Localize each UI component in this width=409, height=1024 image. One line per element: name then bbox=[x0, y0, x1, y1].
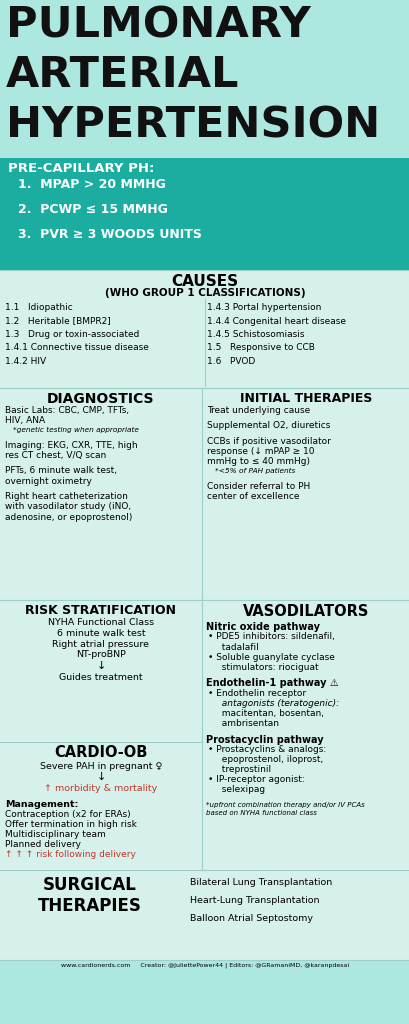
Text: PRE-CAPILLARY PH:: PRE-CAPILLARY PH: bbox=[8, 162, 154, 175]
Text: *<5% of PAH patients: *<5% of PAH patients bbox=[214, 468, 294, 474]
Text: • Endothelin receptor: • Endothelin receptor bbox=[207, 689, 306, 698]
Text: 1.4.5 Schistosomiasis: 1.4.5 Schistosomiasis bbox=[207, 330, 304, 339]
Text: tadalafil: tadalafil bbox=[216, 642, 258, 651]
Text: selexipag: selexipag bbox=[216, 785, 265, 795]
Bar bbox=[0, 870, 409, 961]
Text: 1.3   Drug or toxin-associated: 1.3 Drug or toxin-associated bbox=[5, 330, 139, 339]
Text: VASODILATORS: VASODILATORS bbox=[242, 604, 368, 618]
Text: Guides treatment: Guides treatment bbox=[59, 673, 142, 682]
Text: 3.  PVR ≥ 3 WOODS UNITS: 3. PVR ≥ 3 WOODS UNITS bbox=[18, 228, 201, 241]
Text: *upfront combination therapy and/or IV PCAs: *upfront combination therapy and/or IV P… bbox=[205, 802, 364, 808]
Bar bbox=[202, 600, 409, 870]
Text: HYPERTENSION: HYPERTENSION bbox=[6, 104, 379, 146]
Text: stimulators: riociguat: stimulators: riociguat bbox=[216, 663, 318, 672]
Text: RISK STRATIFICATION: RISK STRATIFICATION bbox=[25, 604, 176, 617]
Text: Endothelin-1 pathway ⚠️: Endothelin-1 pathway ⚠️ bbox=[205, 679, 338, 688]
Text: • Prostacyclins & analogs:: • Prostacyclins & analogs: bbox=[207, 745, 326, 755]
Text: ↓: ↓ bbox=[96, 772, 106, 782]
Text: Severe PAH in pregnant ♀: Severe PAH in pregnant ♀ bbox=[40, 762, 162, 771]
Text: PFTs, 6 minute walk test,: PFTs, 6 minute walk test, bbox=[5, 466, 117, 475]
Text: ambrisentan: ambrisentan bbox=[216, 719, 278, 728]
Text: • Soluble guanylate cyclase: • Soluble guanylate cyclase bbox=[207, 652, 334, 662]
Bar bbox=[0, 600, 202, 870]
Text: 1.2   Heritable [BMPR2]: 1.2 Heritable [BMPR2] bbox=[5, 316, 110, 326]
Text: • PDE5 inhibitors: sildenafil,: • PDE5 inhibitors: sildenafil, bbox=[207, 633, 334, 641]
Text: Offer termination in high risk: Offer termination in high risk bbox=[5, 820, 137, 829]
Bar bbox=[202, 388, 409, 600]
Text: www.cardionerds.com     Creator: @JuliettePower44 | Editors: @GRamaniMD, @karanp: www.cardionerds.com Creator: @JuliettePo… bbox=[61, 963, 348, 969]
Text: Consider referral to PH: Consider referral to PH bbox=[207, 481, 310, 490]
Text: CCBs if positive vasodilator: CCBs if positive vasodilator bbox=[207, 436, 330, 445]
Text: 1.4.2 HIV: 1.4.2 HIV bbox=[5, 357, 46, 366]
Text: CARDIO-OB: CARDIO-OB bbox=[54, 745, 147, 760]
Text: 1.  MPAP > 20 MMHG: 1. MPAP > 20 MMHG bbox=[18, 178, 166, 191]
Text: 1.5   Responsive to CCB: 1.5 Responsive to CCB bbox=[207, 343, 314, 352]
Text: HIV, ANA: HIV, ANA bbox=[5, 417, 45, 425]
Text: Balloon Atrial Septostomy: Balloon Atrial Septostomy bbox=[189, 914, 312, 923]
Text: Right atrial pressure: Right atrial pressure bbox=[52, 640, 149, 648]
Text: Imaging: EKG, CXR, TTE, high: Imaging: EKG, CXR, TTE, high bbox=[5, 440, 137, 450]
Text: epoprostenol, iloprost,: epoprostenol, iloprost, bbox=[216, 756, 322, 765]
Text: macitentan, bosentan,: macitentan, bosentan, bbox=[216, 709, 323, 718]
Text: Supplemental O2, diuretics: Supplemental O2, diuretics bbox=[207, 421, 330, 430]
Text: 1.4.1 Connective tissue disease: 1.4.1 Connective tissue disease bbox=[5, 343, 148, 352]
Text: based on NYHA functional class: based on NYHA functional class bbox=[205, 810, 316, 816]
Text: ARTERIAL: ARTERIAL bbox=[6, 54, 239, 96]
Text: DIAGNOSTICS: DIAGNOSTICS bbox=[47, 392, 154, 406]
Text: NYHA Functional Class: NYHA Functional Class bbox=[48, 618, 154, 627]
Text: Planned delivery: Planned delivery bbox=[5, 841, 81, 849]
Text: SURGICAL
THERAPIES: SURGICAL THERAPIES bbox=[38, 876, 142, 914]
Text: overnight oximetry: overnight oximetry bbox=[5, 476, 92, 485]
Text: • IP-receptor agonist:: • IP-receptor agonist: bbox=[207, 775, 304, 784]
Text: Contraception (x2 for ERAs): Contraception (x2 for ERAs) bbox=[5, 810, 130, 819]
Text: 2.  PCWP ≤ 15 MMHG: 2. PCWP ≤ 15 MMHG bbox=[18, 203, 167, 216]
Text: mmHg to ≤ 40 mmHg): mmHg to ≤ 40 mmHg) bbox=[207, 457, 309, 466]
Text: adenosine, or epoprostenol): adenosine, or epoprostenol) bbox=[5, 512, 132, 521]
Text: antagonists (teratogenic):: antagonists (teratogenic): bbox=[216, 699, 338, 708]
Text: with vasodilator study (iNO,: with vasodilator study (iNO, bbox=[5, 502, 131, 511]
Text: Right heart catheterization: Right heart catheterization bbox=[5, 492, 128, 501]
Bar bbox=[0, 388, 202, 600]
Text: 1.4.3 Portal hypertension: 1.4.3 Portal hypertension bbox=[207, 303, 321, 312]
Text: Management:: Management: bbox=[5, 800, 78, 809]
Text: *genetic testing when appropriate: *genetic testing when appropriate bbox=[13, 427, 139, 433]
Bar bbox=[0, 742, 202, 870]
Text: 1.4.4 Congenital heart disease: 1.4.4 Congenital heart disease bbox=[207, 316, 345, 326]
Text: Prostacyclin pathway: Prostacyclin pathway bbox=[205, 735, 323, 745]
Text: ↓: ↓ bbox=[96, 662, 106, 671]
Text: (WHO GROUP 1 CLASSIFICATIONS): (WHO GROUP 1 CLASSIFICATIONS) bbox=[104, 288, 305, 298]
Text: Bilateral Lung Transplantation: Bilateral Lung Transplantation bbox=[189, 878, 331, 887]
Text: Multidisciplinary team: Multidisciplinary team bbox=[5, 830, 106, 840]
Bar bbox=[0, 961, 409, 1024]
Text: Heart-Lung Transplantation: Heart-Lung Transplantation bbox=[189, 896, 319, 905]
Text: 1.1   Idiopathic: 1.1 Idiopathic bbox=[5, 303, 72, 312]
Text: res CT chest, V/Q scan: res CT chest, V/Q scan bbox=[5, 451, 106, 460]
Text: Nitric oxide pathway: Nitric oxide pathway bbox=[205, 622, 319, 632]
Text: NT-proBNP: NT-proBNP bbox=[76, 650, 126, 659]
Text: Treat underlying cause: Treat underlying cause bbox=[207, 406, 310, 415]
Text: response (↓ mPAP ≥ 10: response (↓ mPAP ≥ 10 bbox=[207, 446, 314, 456]
Text: center of excellence: center of excellence bbox=[207, 492, 299, 501]
Text: 6 minute walk test: 6 minute walk test bbox=[56, 629, 145, 638]
Text: ↑ morbidity & mortality: ↑ morbidity & mortality bbox=[44, 783, 157, 793]
Text: Basic Labs: CBC, CMP, TFTs,: Basic Labs: CBC, CMP, TFTs, bbox=[5, 406, 129, 415]
Bar bbox=[0, 158, 409, 270]
Text: ↑ ↑ ↑ risk following delivery: ↑ ↑ ↑ risk following delivery bbox=[5, 850, 135, 859]
Bar bbox=[0, 0, 409, 158]
Text: 1.6   PVOD: 1.6 PVOD bbox=[207, 357, 255, 366]
Bar bbox=[0, 270, 409, 388]
Text: CAUSES: CAUSES bbox=[171, 274, 238, 289]
Text: treprostinil: treprostinil bbox=[216, 766, 270, 774]
Text: INITIAL THERAPIES: INITIAL THERAPIES bbox=[239, 392, 371, 406]
Text: PULMONARY: PULMONARY bbox=[6, 4, 310, 46]
